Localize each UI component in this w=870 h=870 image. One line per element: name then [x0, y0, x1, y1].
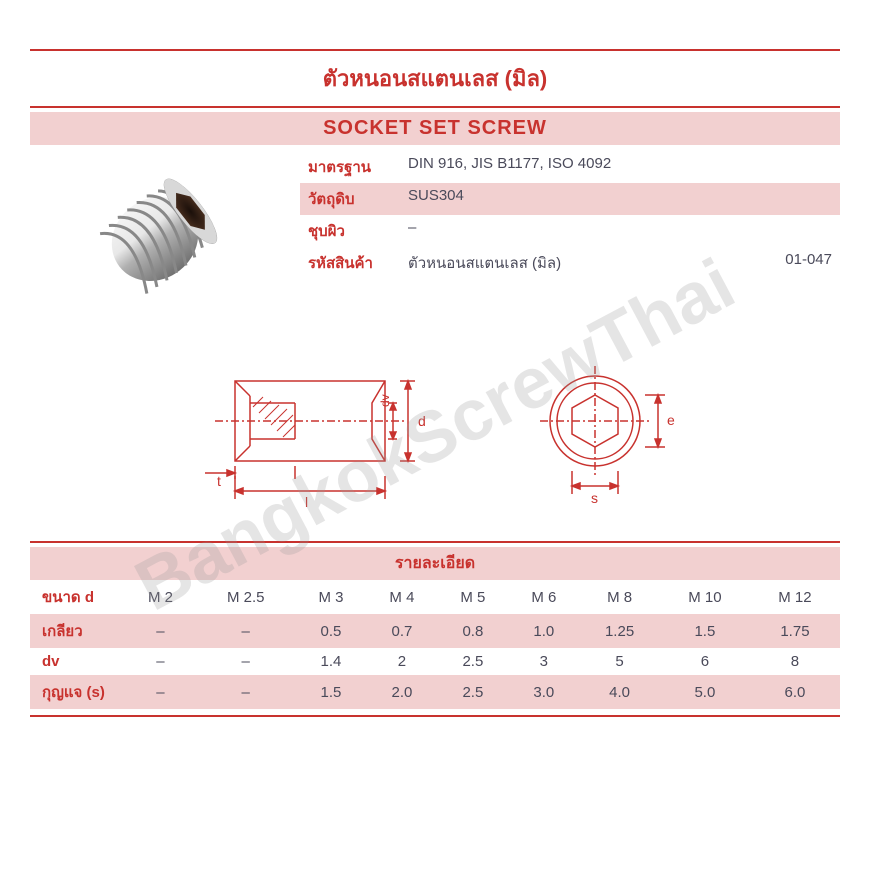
table-cell: 1.75: [750, 614, 840, 648]
table-cell: 2.5: [437, 648, 508, 675]
table-cell: 3.0: [508, 675, 579, 709]
table-cell: M 3: [296, 580, 367, 614]
spec-desc: ตัวหนอนสแตนเลส (มิล): [408, 251, 742, 275]
table-cell: 1.25: [579, 614, 660, 648]
table-cell: 5.0: [660, 675, 750, 709]
table-row: dv––1.422.53568: [30, 648, 840, 675]
details-section: รายละเอียด ขนาด dM 2M 2.5M 3M 4M 5M 6M 8…: [30, 541, 840, 717]
table-cell: –: [196, 648, 296, 675]
dim-t-label: t: [217, 473, 221, 489]
table-cell: M 2: [125, 580, 196, 614]
table-cell: 5: [579, 648, 660, 675]
spec-value: –: [408, 219, 832, 243]
table-cell: M 12: [750, 580, 840, 614]
spec-label: วัตถุดิบ: [308, 187, 408, 211]
table-row: เกลียว––0.50.70.81.01.251.51.75: [30, 614, 840, 648]
details-table: ขนาด dM 2M 2.5M 3M 4M 5M 6M 8M 10M 12เกล…: [30, 580, 840, 709]
table-cell: 2.0: [366, 675, 437, 709]
divider-details-top: [30, 541, 840, 543]
table-cell: M 10: [660, 580, 750, 614]
product-photo: [30, 151, 280, 321]
diagram-front-view: e s: [515, 351, 695, 521]
dim-l-label: l: [305, 494, 308, 510]
row-label: กุญแจ (s): [30, 675, 125, 709]
table-cell: –: [196, 675, 296, 709]
spec-row-standard: มาตรฐาน DIN 916, JIS B1177, ISO 4092: [300, 151, 840, 183]
table-cell: –: [125, 675, 196, 709]
title-thai: ตัวหนอนสแตนเลส (มิล): [30, 55, 840, 102]
spec-row-code: รหัสสินค้า ตัวหนอนสแตนเลส (มิล) 01-047: [300, 247, 840, 279]
table-cell: 3: [508, 648, 579, 675]
spec-label: ชุบผิว: [308, 219, 408, 243]
table-cell: 1.5: [660, 614, 750, 648]
spec-code: 01-047: [742, 251, 832, 275]
dim-s-label: s: [591, 490, 598, 506]
table-row: ขนาด dM 2M 2.5M 3M 4M 5M 6M 8M 10M 12: [30, 580, 840, 614]
table-cell: 1.0: [508, 614, 579, 648]
table-cell: M 4: [366, 580, 437, 614]
table-cell: M 5: [437, 580, 508, 614]
table-cell: 2.5: [437, 675, 508, 709]
table-cell: –: [125, 614, 196, 648]
table-cell: 1.4: [296, 648, 367, 675]
table-cell: 6.0: [750, 675, 840, 709]
details-title: รายละเอียด: [30, 547, 840, 580]
dim-e-label: e: [667, 412, 675, 428]
title-en: SOCKET SET SCREW: [30, 112, 840, 145]
dim-d-label: d: [418, 413, 426, 429]
divider-below-thai: [30, 106, 840, 108]
spec-value: DIN 916, JIS B1177, ISO 4092: [408, 155, 832, 179]
spec-row-material: วัตถุดิบ SUS304: [300, 183, 840, 215]
table-cell: 2: [366, 648, 437, 675]
spec-label: รหัสสินค้า: [308, 251, 408, 275]
divider-top: [30, 49, 840, 51]
divider-details-bottom: [30, 715, 840, 717]
row-label: ขนาด d: [30, 580, 125, 614]
table-cell: M 2.5: [196, 580, 296, 614]
table-cell: 1.5: [296, 675, 367, 709]
table-cell: –: [196, 614, 296, 648]
table-cell: M 8: [579, 580, 660, 614]
spec-row-coating: ชุบผิว –: [300, 215, 840, 247]
table-cell: M 6: [508, 580, 579, 614]
page-container: ตัวหนอนสแตนเลส (มิล) SOCKET SET SCREW: [0, 0, 870, 751]
diagram-area: d dv t l: [30, 351, 840, 521]
row-label: dv: [30, 648, 125, 675]
table-cell: –: [125, 648, 196, 675]
screw-icon: [80, 161, 230, 311]
table-cell: 4.0: [579, 675, 660, 709]
row-label: เกลียว: [30, 614, 125, 648]
table-cell: 0.5: [296, 614, 367, 648]
table-cell: 8: [750, 648, 840, 675]
table-cell: 0.7: [366, 614, 437, 648]
dim-dv-label: dv: [378, 394, 392, 407]
table-row: กุญแจ (s)––1.52.02.53.04.05.06.0: [30, 675, 840, 709]
spec-label: มาตรฐาน: [308, 155, 408, 179]
diagram-side-view: d dv t l: [175, 351, 435, 521]
table-cell: 6: [660, 648, 750, 675]
upper-section: มาตรฐาน DIN 916, JIS B1177, ISO 4092 วัต…: [30, 151, 840, 321]
spec-value: SUS304: [408, 187, 832, 211]
spec-table: มาตรฐาน DIN 916, JIS B1177, ISO 4092 วัต…: [300, 151, 840, 321]
table-cell: 0.8: [437, 614, 508, 648]
